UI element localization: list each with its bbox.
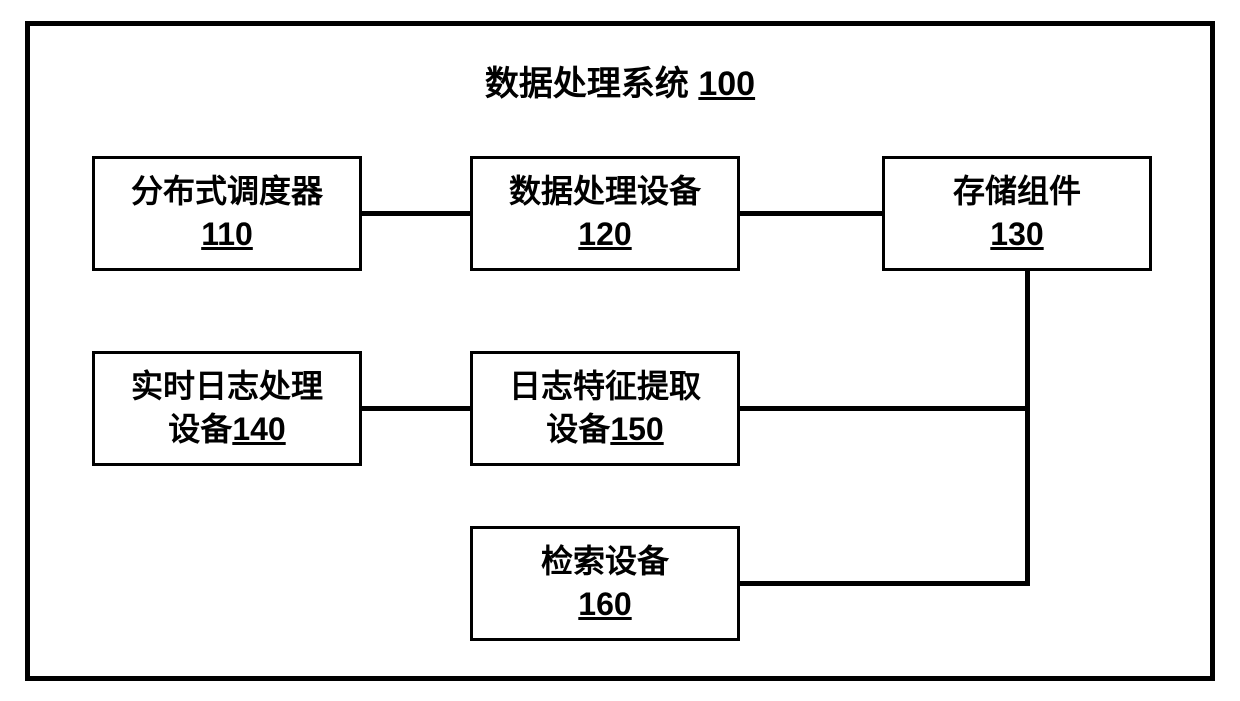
connector-c-110-120	[362, 211, 470, 216]
node-label-line1: 日志特征提取	[509, 365, 701, 408]
system-title: 数据处理系统 100	[30, 56, 1210, 105]
node-label-prefix: 设备	[168, 411, 232, 447]
connector-c-140-150	[362, 406, 470, 411]
node-scheduler: 分布式调度器110	[92, 156, 362, 271]
node-processor: 数据处理设备120	[470, 156, 740, 271]
node-number: 130	[990, 213, 1043, 256]
node-label-line1: 数据处理设备	[509, 170, 701, 213]
node-number: 160	[578, 583, 631, 626]
node-storage: 存储组件130	[882, 156, 1152, 271]
system-title-text: 数据处理系统	[485, 65, 689, 103]
connector-c-150-130-h	[740, 406, 1030, 411]
system-container: 数据处理系统 100 分布式调度器110 数据处理设备120 存储组件130 实时日志…	[25, 21, 1215, 681]
node-number: 140	[232, 411, 285, 447]
node-label-line1: 检索设备	[541, 540, 669, 583]
node-label-prefix: 设备	[546, 411, 610, 447]
node-label-line2: 设备150	[546, 408, 663, 451]
node-number: 150	[610, 411, 663, 447]
node-label-line1: 分布式调度器	[131, 170, 323, 213]
system-title-number: 100	[698, 65, 755, 103]
node-number: 120	[578, 213, 631, 256]
node-label-line1: 存储组件	[953, 170, 1081, 213]
connector-c-160-130-h	[740, 581, 1030, 586]
node-log-feature: 日志特征提取设备150	[470, 351, 740, 466]
node-retrieval: 检索设备160	[470, 526, 740, 641]
connector-c-130-vert	[1025, 271, 1030, 586]
node-label-line2: 设备140	[168, 408, 285, 451]
node-label-line1: 实时日志处理	[131, 365, 323, 408]
connector-c-120-130	[740, 211, 882, 216]
node-realtime-log: 实时日志处理设备140	[92, 351, 362, 466]
node-number: 110	[201, 213, 253, 256]
